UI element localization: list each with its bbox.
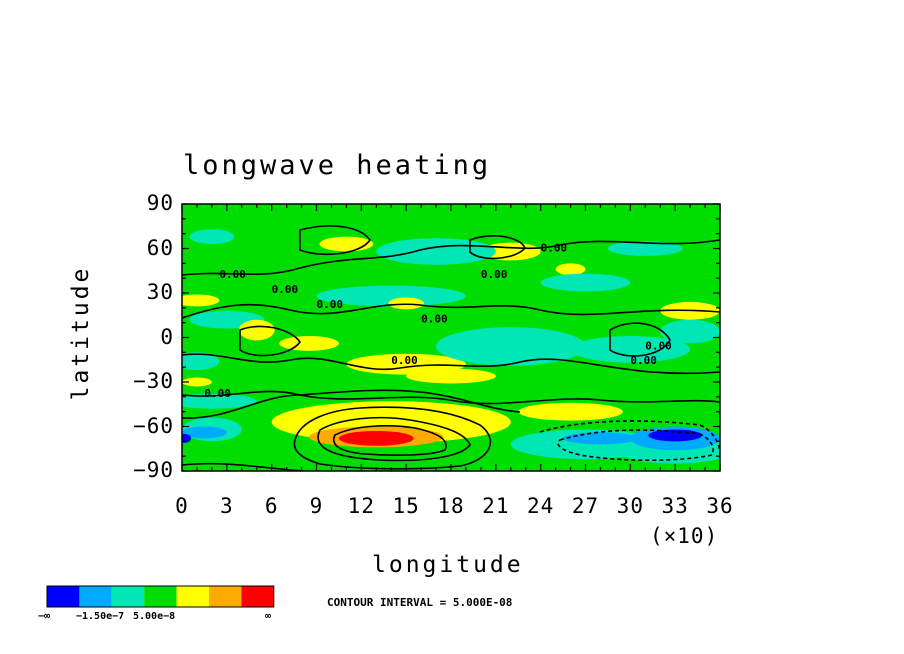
- contour-line: [293, 406, 492, 470]
- contour-line: [182, 303, 720, 319]
- contour-region: [540, 273, 631, 292]
- contour-region: [648, 429, 703, 442]
- contour-region: [660, 319, 720, 344]
- contour-region: [189, 229, 235, 245]
- x-tick-label: 15: [392, 494, 420, 518]
- contour-label: 0.00: [541, 241, 568, 254]
- x-tick-label: 12: [347, 494, 375, 518]
- y-axis-label: latitude: [68, 265, 94, 401]
- contour-line: [182, 390, 720, 405]
- contour-label: 0.00: [391, 354, 418, 367]
- contour-region: [436, 327, 586, 366]
- contour-region: [376, 238, 496, 265]
- y-tick-label: 60: [146, 235, 174, 260]
- legend-swatch: [144, 586, 177, 607]
- contour-region: [182, 377, 212, 387]
- contour-region: [182, 294, 220, 307]
- contour-region: [388, 297, 425, 310]
- x-tick-label: 33: [661, 494, 689, 518]
- contour-region: [338, 430, 414, 446]
- y-tick-label: 30: [146, 280, 174, 304]
- y-tick-label: −90: [133, 458, 174, 482]
- x-axis-label: longitude: [372, 552, 524, 578]
- contour-line: [239, 325, 301, 357]
- contour-region: [182, 426, 227, 439]
- contour-line: [182, 239, 720, 276]
- x-tick-label: 30: [616, 494, 644, 518]
- legend-swatch: [79, 586, 112, 607]
- x-tick-label: 9: [309, 494, 324, 518]
- contour-label: 0.00: [272, 283, 299, 296]
- contour-region: [182, 393, 257, 409]
- contour-region: [406, 368, 496, 384]
- legend-label: ∞: [265, 611, 272, 622]
- x-tick-label: 3: [220, 494, 234, 518]
- legend-frame: [46, 585, 275, 608]
- contour-line: [539, 420, 720, 456]
- contour-label: 0.00: [219, 268, 246, 281]
- contour-label: 0.00: [645, 339, 672, 352]
- legend-label: −∞: [38, 611, 51, 622]
- contour-line: [317, 416, 471, 462]
- x-tick-label: 18: [437, 494, 465, 518]
- legend-swatch: [176, 586, 209, 607]
- legend-swatch: [241, 586, 274, 607]
- contour-label: 0.00: [481, 268, 508, 281]
- contour-line: [469, 235, 526, 260]
- legend-swatch: [47, 586, 80, 607]
- y-tick-label: 90: [146, 191, 174, 215]
- contour-region: [279, 336, 339, 351]
- contour-region: [182, 433, 191, 443]
- x-axis-multiplier: (×10): [650, 524, 719, 548]
- contour-label: 0.00: [317, 298, 344, 311]
- x-tick-label: 0: [175, 494, 189, 518]
- contour-line: [182, 353, 720, 375]
- contour-region: [555, 263, 586, 276]
- contour-region: [570, 336, 691, 363]
- legend-label: −1.50e−7: [76, 611, 125, 622]
- contour-line: [182, 389, 521, 419]
- x-tick-label: 27: [571, 494, 600, 518]
- contour-region: [316, 285, 466, 307]
- x-tick-label: 6: [264, 494, 279, 518]
- contour-line: [182, 462, 317, 471]
- contour-line: [609, 322, 671, 357]
- y-tick-label: −30: [133, 369, 174, 393]
- contour-region: [182, 352, 220, 371]
- y-tick-label: −60: [133, 413, 174, 438]
- chart-title: longwave heating: [183, 150, 492, 181]
- contour-region: [238, 319, 275, 341]
- x-tick-label: 36: [706, 494, 734, 518]
- contour-region: [518, 402, 623, 421]
- contour-region: [607, 241, 683, 256]
- contour-line: [557, 429, 714, 462]
- contour-interval-text: CONTOUR INTERVAL = 5.000E-08: [327, 596, 513, 609]
- contour-line: [299, 225, 371, 256]
- contour-label: 0.00: [204, 387, 231, 400]
- contour-label: 0.00: [421, 313, 448, 326]
- x-tick-label: 21: [482, 494, 510, 518]
- x-tick-label: 24: [527, 494, 555, 518]
- legend-label: 5.00e−8: [133, 611, 176, 622]
- contour-line: [333, 425, 447, 456]
- contour-region: [563, 432, 638, 445]
- y-tick-label: 0: [160, 324, 174, 349]
- legend-swatch: [111, 586, 145, 607]
- contour-label: 0.00: [630, 354, 657, 367]
- legend-swatch: [209, 586, 242, 607]
